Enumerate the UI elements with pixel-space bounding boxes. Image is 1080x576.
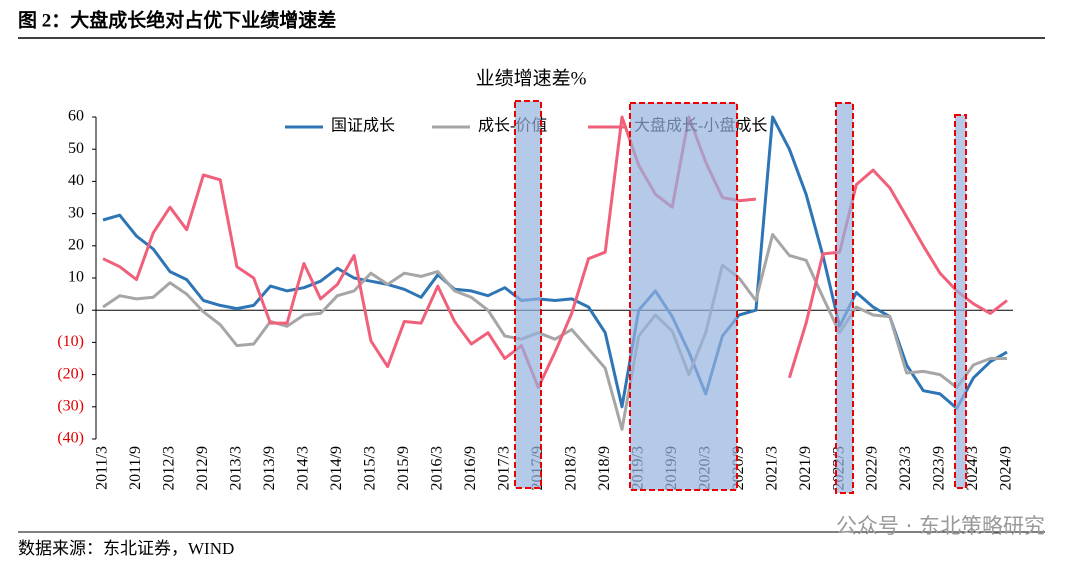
x-tick-label: 2011/9 xyxy=(127,446,144,490)
y-tick-label: 10 xyxy=(68,269,84,286)
x-tick-label: 2023/3 xyxy=(897,446,914,490)
x-tick-label: 2021/3 xyxy=(763,446,780,490)
y-tick-label: (20) xyxy=(57,365,84,382)
y-tick-label: 60 xyxy=(68,108,84,125)
highlight-box xyxy=(514,100,542,489)
x-tick-label: 2022/9 xyxy=(864,446,881,490)
highlights xyxy=(514,100,967,494)
source: 数据来源：东北证券，WIND xyxy=(18,539,234,558)
x-tick-label: 2012/9 xyxy=(194,446,211,490)
x-tick-label: 2016/9 xyxy=(462,446,479,490)
x-tick-label: 2015/9 xyxy=(395,446,412,490)
highlight-box xyxy=(629,102,738,491)
x-tick-label: 2014/9 xyxy=(328,446,345,490)
x-tick-label: 2013/3 xyxy=(228,446,245,490)
x-tick-label: 2012/3 xyxy=(161,446,178,490)
y-tick-label: 50 xyxy=(68,140,84,157)
x-tick-label: 2013/9 xyxy=(261,446,278,490)
y-tick-label: 30 xyxy=(68,204,84,221)
y-tick-label: (30) xyxy=(57,397,84,414)
y-tick-label: 40 xyxy=(68,172,84,189)
x-tick-label: 2018/3 xyxy=(562,446,579,490)
series-line xyxy=(102,115,1008,410)
y-tick-label: (40) xyxy=(57,430,84,447)
x-tick-label: 2021/9 xyxy=(797,446,814,490)
y-tick-label: (10) xyxy=(57,333,84,350)
series-line xyxy=(102,233,1007,431)
x-tick-label: 2011/3 xyxy=(94,446,111,490)
y-tick-label: 20 xyxy=(68,236,84,253)
figure-title: 图 2：大盘成长绝对占优下业绩增速差 xyxy=(18,8,336,31)
x-tick-label: 2016/3 xyxy=(428,446,445,490)
x-tick-label: 2017/3 xyxy=(495,446,512,490)
highlight-box xyxy=(835,102,854,494)
x-tick-label: 2024/9 xyxy=(998,446,1015,490)
x-tick-label: 2023/9 xyxy=(931,446,948,490)
x-tick-label: 2015/3 xyxy=(362,446,379,490)
x-tick-label: 2024/3 xyxy=(964,446,981,490)
watermark: 公众号 · 东北策略研究 xyxy=(836,514,1045,538)
x-tick-label: 2018/9 xyxy=(596,446,613,490)
highlight-box xyxy=(954,114,967,489)
x-tick-label: 2014/3 xyxy=(295,446,312,490)
legend-label: 国证成长 xyxy=(331,117,395,135)
y-tick-label: 0 xyxy=(76,301,84,318)
chart-title: 业绩增速差% xyxy=(476,67,587,89)
